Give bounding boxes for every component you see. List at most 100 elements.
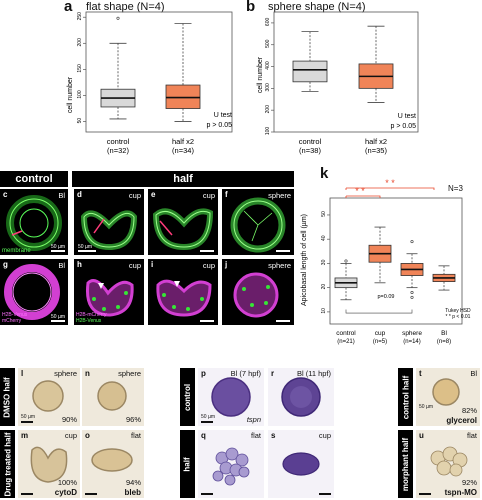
panel-e-tag: cup bbox=[202, 191, 215, 200]
panel-n-tag: sphere bbox=[118, 369, 141, 378]
panel-d-tag: cup bbox=[128, 191, 141, 200]
panel-a-group1: control bbox=[107, 137, 130, 146]
panel-q-scalebar bbox=[201, 493, 213, 495]
panel-l: l sphere 50 µm 90% bbox=[18, 368, 80, 426]
panel-j-scalebar bbox=[276, 320, 290, 322]
panel-i-scalebar bbox=[200, 320, 214, 322]
panel-c-tag: Bl bbox=[58, 191, 65, 200]
panel-b-ytick-label: 400 bbox=[265, 61, 271, 70]
panel-e: e cup bbox=[148, 189, 218, 255]
side-label-morphant-half: morphant half bbox=[398, 430, 413, 498]
panel-b-ytick-label: 600 bbox=[265, 18, 271, 27]
panel-k-stars2: * * bbox=[355, 186, 365, 196]
panel-t-pct: 82% bbox=[461, 406, 477, 415]
panel-t-tag: Bl bbox=[470, 369, 477, 378]
panel-g-tag: Bl bbox=[58, 261, 65, 270]
panel-f: f sphere bbox=[222, 189, 294, 255]
panel-a-ytick-label: 50 bbox=[77, 118, 83, 124]
panel-k-n1: (n=21) bbox=[337, 339, 355, 345]
panel-k-outlier bbox=[410, 291, 414, 295]
panel-n-pct: 96% bbox=[125, 415, 141, 424]
panel-a-group2: half x2 bbox=[172, 137, 194, 146]
panel-k-cat1: control bbox=[336, 330, 356, 337]
panel-l-scalebar bbox=[21, 421, 33, 423]
embryo-cup-icon bbox=[30, 446, 68, 483]
embryo-stained-icon bbox=[211, 377, 251, 417]
panel-m-scalebar bbox=[21, 493, 33, 495]
panel-u: u flat 92% tspn-MO bbox=[416, 430, 480, 498]
panel-c-stain: membrane bbox=[2, 248, 31, 254]
panel-k-N: N=3 bbox=[448, 184, 463, 193]
panel-k-cat4: Bl bbox=[441, 330, 447, 337]
panel-b-group2-n: (n=35) bbox=[365, 146, 387, 155]
panel-o-scalebar bbox=[85, 493, 97, 495]
panel-l-scale: 50 µm bbox=[21, 414, 35, 420]
panel-c-scale: 50 µm bbox=[51, 244, 65, 250]
panel-i: i cup bbox=[148, 259, 218, 325]
panel-u-letter: u bbox=[419, 431, 424, 440]
panel-b-box bbox=[292, 60, 328, 83]
panel-p-tag: Bl (7 hpf) bbox=[230, 369, 261, 378]
panel-a-ytick-label: 100 bbox=[77, 90, 83, 99]
embryo-flat-icon bbox=[212, 447, 250, 486]
panel-k-ytick-label: 30 bbox=[321, 259, 327, 265]
panel-k-n3: (n=14) bbox=[403, 339, 421, 345]
half-header: half bbox=[72, 171, 294, 187]
panel-d-scalebar bbox=[78, 250, 96, 252]
panel-i-tag: cup bbox=[202, 261, 215, 270]
side-label-control-half: control half bbox=[398, 368, 413, 426]
panel-q-tag: flat bbox=[250, 431, 261, 440]
panel-h: h cup H2B-mCherry H2B-Venus bbox=[74, 259, 144, 325]
panel-a-pvalue: p > 0.05 bbox=[207, 122, 233, 129]
panel-o-drug: bleb bbox=[124, 488, 141, 497]
arrowhead-icon bbox=[174, 281, 180, 287]
panel-k-chart: Apicobasal length of cell (µm) 10 20 30 40 5… bbox=[301, 178, 471, 345]
panel-a-chart: cell number 50 100 150 200 250 U test p > 0.… bbox=[67, 11, 233, 155]
panel-a-outlier bbox=[116, 16, 120, 20]
panel-j-tag: sphere bbox=[268, 261, 291, 270]
panel-f-letter: f bbox=[225, 190, 228, 199]
panel-b-ytick-label: 100 bbox=[265, 127, 271, 136]
panel-u-tag: flat bbox=[466, 431, 477, 440]
panel-j: j sphere bbox=[222, 259, 294, 325]
panel-p-letter: p bbox=[201, 369, 206, 378]
panel-k-outlier bbox=[344, 259, 348, 263]
panel-k-cat2: cup bbox=[375, 330, 386, 337]
panel-g-scalebar bbox=[51, 320, 65, 322]
panel-k-test1: Tukey HSD bbox=[445, 308, 471, 314]
panel-m: m cup 100% cytoD bbox=[18, 430, 80, 498]
panel-e-letter: e bbox=[151, 190, 156, 199]
panel-u-pct: 92% bbox=[461, 478, 477, 487]
panel-m-pct: 100% bbox=[57, 478, 77, 487]
cup-embryo-icon bbox=[152, 208, 214, 251]
panel-r: r Bl (11 hpf) bbox=[268, 368, 334, 426]
panel-p-gene: tspn bbox=[246, 415, 261, 424]
side-label-dmso-half: DMSO half bbox=[0, 368, 15, 426]
panel-l-letter: l bbox=[21, 369, 24, 378]
panel-h-tag: cup bbox=[128, 261, 141, 270]
panel-u-scalebar bbox=[419, 493, 431, 495]
panel-k-n4: (n=8) bbox=[437, 339, 451, 345]
panel-c-scalebar bbox=[51, 250, 65, 252]
panel-p-scale: 50 µm bbox=[201, 414, 215, 420]
panel-d-letter: d bbox=[77, 190, 82, 199]
panel-f-scalebar bbox=[276, 250, 290, 252]
panel-t-letter: t bbox=[419, 369, 422, 378]
embryo-flat-icon bbox=[91, 448, 133, 472]
panel-a-frame bbox=[85, 11, 233, 133]
panel-l-tag: sphere bbox=[54, 369, 77, 378]
panel-h-letter: h bbox=[77, 260, 82, 269]
panel-r-tag: Bl (11 hpf) bbox=[296, 369, 331, 378]
panel-k-frame bbox=[329, 197, 463, 325]
panel-a-ylabel: cell number bbox=[67, 76, 74, 113]
panel-o: o flat 94% bleb bbox=[82, 430, 144, 498]
panel-m-drug: cytoD bbox=[54, 488, 77, 497]
panel-o-tag: flat bbox=[130, 431, 141, 440]
panel-k-n2: (n=5) bbox=[373, 339, 387, 345]
panel-a-letter: a bbox=[64, 0, 73, 15]
cup-embryo-icon bbox=[80, 210, 138, 251]
panel-p: p Bl (7 hpf) tspn 50 µm bbox=[198, 368, 264, 426]
panel-a-ytick-label: 200 bbox=[77, 38, 83, 47]
panel-k-letter: k bbox=[320, 165, 329, 182]
panel-b-ylabel: cell number bbox=[257, 56, 264, 93]
